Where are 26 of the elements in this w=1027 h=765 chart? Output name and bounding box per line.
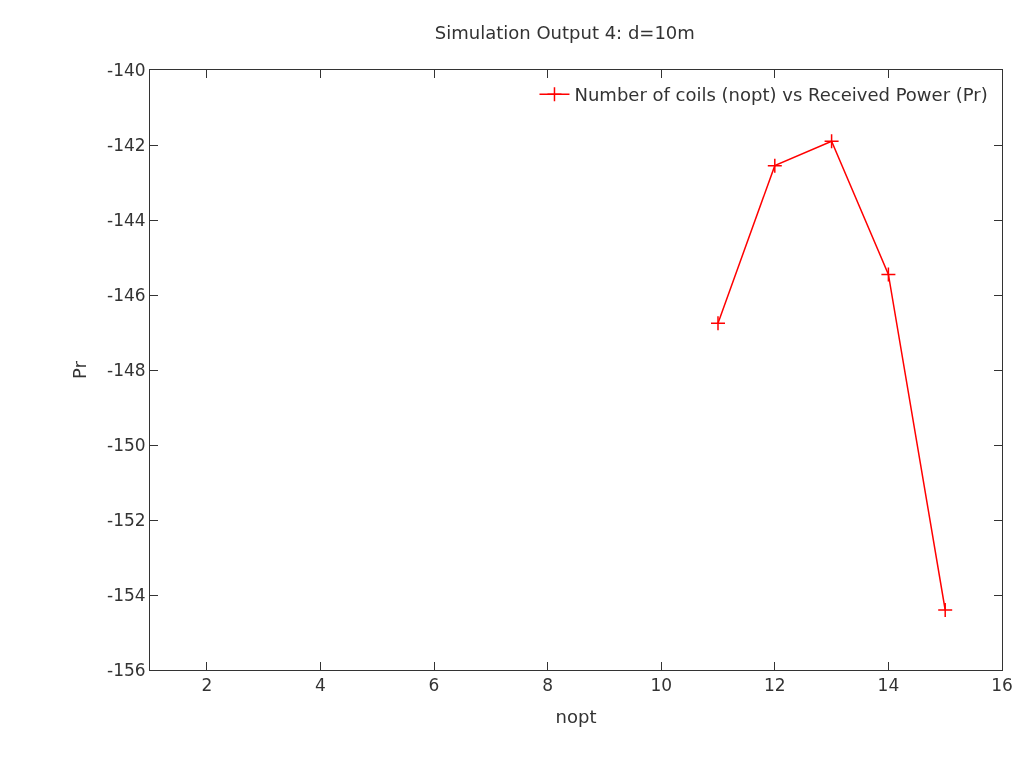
y-tick-label: -142 [107, 134, 146, 155]
y-tick-label: -154 [107, 584, 146, 605]
y-tick-label: -156 [107, 659, 146, 680]
legend-label: Number of coils (nopt) vs Received Power (Pr) [574, 84, 988, 106]
point [937, 602, 953, 618]
y-tick-label: -148 [107, 359, 146, 380]
y-tick-label: -140 [107, 59, 146, 80]
point [823, 133, 840, 149]
y-axis-title: Pr [69, 360, 91, 379]
point [767, 157, 783, 174]
x-tick-label: 14 [877, 675, 900, 696]
x-tick-label: 2 [201, 675, 213, 696]
x-tick-label: 6 [428, 675, 440, 696]
x-tick-label: 16 [991, 675, 1013, 696]
x-tick-label: 10 [650, 675, 673, 696]
y-tick-label: -152 [107, 509, 146, 530]
y-tick-label: -144 [107, 209, 146, 230]
x-tick-label: 12 [763, 675, 786, 696]
x-tick-label: 8 [542, 675, 554, 696]
point [880, 266, 897, 283]
x-tick-label: 4 [314, 675, 326, 696]
point [710, 315, 726, 331]
chart-title: Simulation Output 4: d=10m [434, 22, 695, 44]
y-tick-label: -150 [107, 434, 146, 455]
x-axis-title: nopt [555, 705, 597, 727]
y-tick-label: -146 [107, 284, 146, 305]
